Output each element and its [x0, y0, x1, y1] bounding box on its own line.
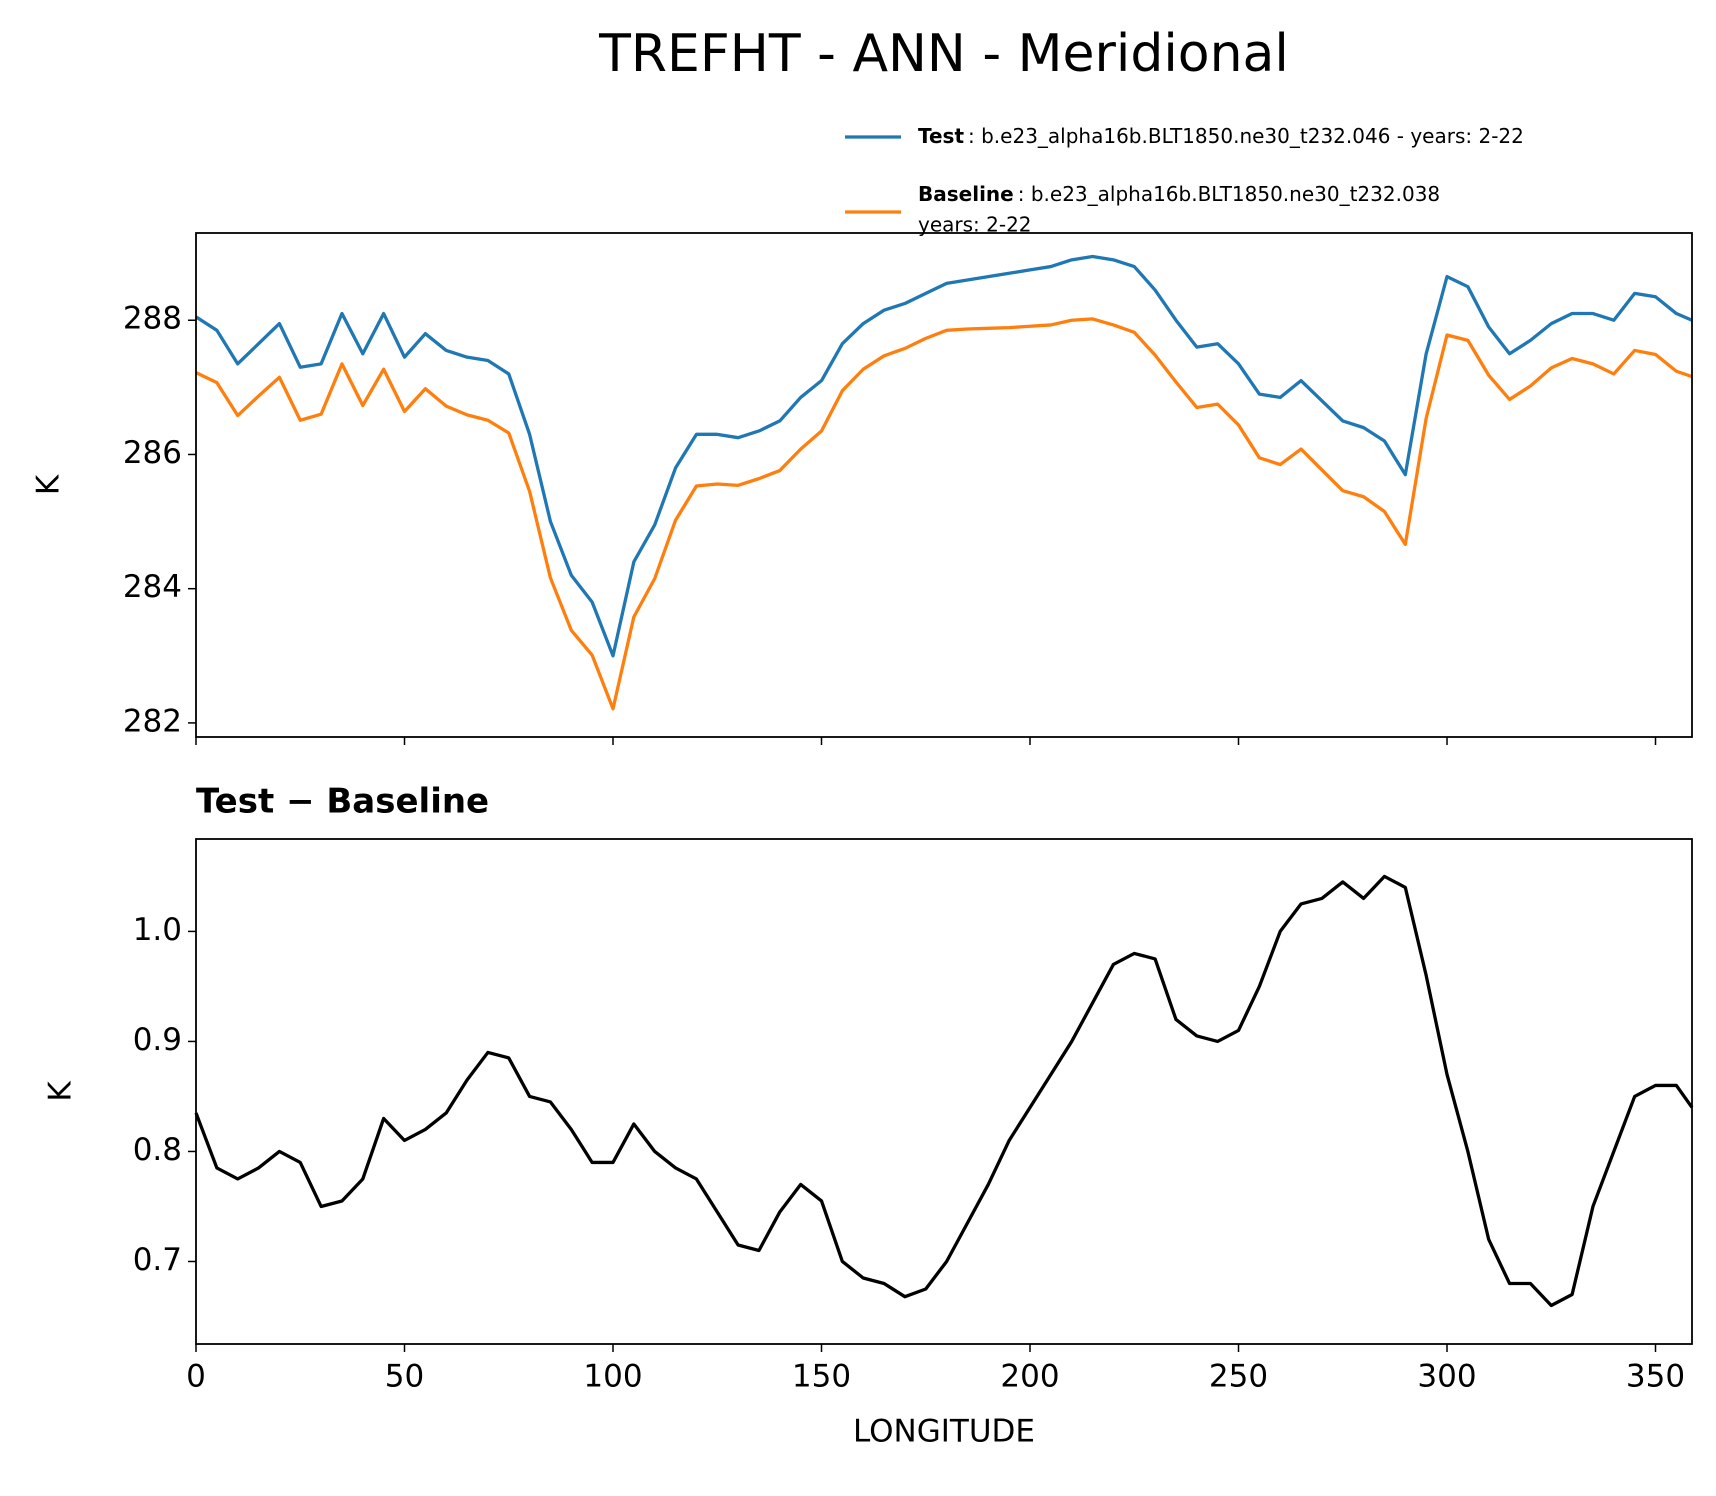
data-line [194, 874, 1694, 1308]
legend-text: years: 2-22 [918, 213, 1032, 237]
legend-name: Baseline [918, 182, 1014, 206]
x-tick-label: 200 [1000, 1359, 1059, 1395]
data-line [195, 317, 1693, 711]
data-line [195, 254, 1693, 658]
x-tick-label: 150 [792, 1359, 851, 1395]
figure-title: TREFHT - ANN - Meridional [598, 24, 1289, 84]
legend-label: Baseline: b.e23_alpha16b.BLT1850.ne30_t2… [918, 182, 1440, 206]
y-tick-label: 0.8 [133, 1132, 182, 1168]
y-tick-label: 284 [123, 569, 182, 605]
axes-frame [195, 838, 1693, 1345]
y-axis-label: K [43, 1081, 79, 1102]
x-tick-label: 50 [385, 1359, 424, 1395]
legend-name: Test [918, 124, 964, 148]
y-axis-label: K [31, 474, 67, 495]
x-axis-label: LONGITUDE [853, 1414, 1035, 1450]
subplot-title: Test − Baseline [196, 782, 489, 822]
x-tick-label: 300 [1417, 1359, 1476, 1395]
x-tick-label: 100 [583, 1359, 642, 1395]
x-tick-label: 250 [1209, 1359, 1268, 1395]
x-tick-label: 350 [1626, 1359, 1685, 1395]
y-tick-label: 0.9 [133, 1022, 182, 1058]
legend-label: Test: b.e23_alpha16b.BLT1850.ne30_t232.0… [918, 124, 1524, 148]
y-tick-label: 282 [123, 703, 182, 739]
y-tick-label: 1.0 [133, 912, 182, 948]
x-tick-label: 0 [186, 1359, 206, 1395]
axes-frame [195, 232, 1693, 738]
legend-text: : b.e23_alpha16b.BLT1850.ne30_t232.046 -… [968, 124, 1524, 148]
y-tick-label: 288 [123, 301, 182, 337]
y-tick-label: 0.7 [133, 1242, 182, 1278]
legend-text: : b.e23_alpha16b.BLT1850.ne30_t232.038 [1018, 182, 1440, 206]
y-tick-label: 286 [123, 435, 182, 471]
